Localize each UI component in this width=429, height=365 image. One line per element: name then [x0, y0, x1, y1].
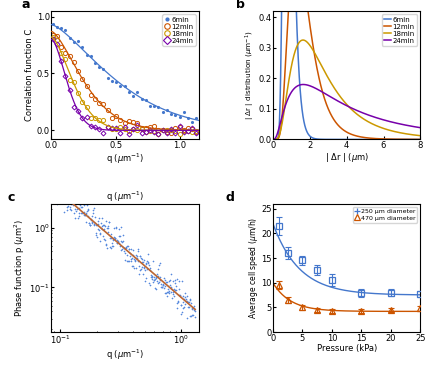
- 24min: [418, 126, 423, 130]
- Line: 470 μm diameter: 470 μm diameter: [276, 283, 423, 314]
- Legend: 6min, 12min, 18min, 24min: 6min, 12min, 18min, 24min: [381, 15, 417, 46]
- 250 μm diameter: [329, 278, 335, 283]
- 18min: [360, 116, 365, 120]
- 6min: [365, 137, 370, 142]
- 18min: [270, 137, 275, 142]
- X-axis label: q ($\mu$m$^{-1}$): q ($\mu$m$^{-1}$): [106, 151, 145, 166]
- Line: 18min: 18min: [273, 40, 420, 139]
- 18min: [300, 38, 305, 42]
- 24min: [356, 109, 361, 114]
- 24min: [365, 112, 370, 117]
- 250 μm diameter: [388, 291, 393, 295]
- Y-axis label: Phase function p ($\mu$m$^2$): Phase function p ($\mu$m$^2$): [12, 219, 27, 317]
- Title: q ($\mu$m$^{-1}$): q ($\mu$m$^{-1}$): [106, 189, 145, 204]
- 18min: [418, 134, 423, 138]
- 250 μm diameter: [285, 251, 290, 255]
- 6min: [398, 137, 403, 142]
- Line: 12min: 12min: [273, 0, 420, 139]
- Y-axis label: Correlation function C: Correlation function C: [25, 29, 34, 121]
- 250 μm diameter: [314, 268, 320, 273]
- 12min: [279, 116, 284, 120]
- 470 μm diameter: [329, 309, 335, 314]
- 6min: [382, 137, 387, 142]
- 12min: [270, 137, 275, 142]
- 250 μm diameter: [300, 258, 305, 263]
- 470 μm diameter: [276, 283, 281, 287]
- 6min: [360, 137, 365, 142]
- 12min: [360, 135, 365, 139]
- Line: 6min: 6min: [273, 0, 420, 139]
- 6min: [270, 137, 275, 142]
- 24min: [398, 122, 403, 126]
- 470 μm diameter: [285, 298, 290, 302]
- 12min: [356, 134, 361, 139]
- 12min: [365, 136, 370, 140]
- X-axis label: q ($\mu$m$^{-1}$): q ($\mu$m$^{-1}$): [106, 347, 145, 362]
- Text: b: b: [236, 0, 245, 11]
- 250 μm diameter: [359, 291, 364, 295]
- Text: d: d: [226, 191, 235, 204]
- X-axis label: | $\Delta$r | ($\mu$m): | $\Delta$r | ($\mu$m): [325, 151, 369, 164]
- 18min: [382, 127, 387, 131]
- 470 μm diameter: [359, 309, 364, 314]
- Legend: 250 μm diameter, 470 μm diameter: 250 μm diameter, 470 μm diameter: [353, 207, 417, 223]
- 18min: [398, 131, 403, 135]
- Y-axis label: | $\Delta$r | distribution ($\mu$m$^{-1}$): | $\Delta$r | distribution ($\mu$m$^{-1}…: [244, 30, 257, 120]
- 470 μm diameter: [388, 308, 393, 312]
- 18min: [356, 114, 361, 118]
- Y-axis label: Average cell speed ($\mu$m/h): Average cell speed ($\mu$m/h): [247, 217, 260, 319]
- Line: 24min: 24min: [273, 84, 420, 139]
- 6min: [418, 137, 423, 142]
- 24min: [270, 137, 275, 142]
- 470 μm diameter: [418, 306, 423, 311]
- 24min: [279, 115, 284, 119]
- 18min: [279, 122, 284, 126]
- 12min: [382, 137, 387, 141]
- 470 μm diameter: [314, 308, 320, 312]
- Line: 250 μm diameter: 250 μm diameter: [276, 223, 423, 296]
- 470 μm diameter: [300, 305, 305, 310]
- 12min: [398, 137, 403, 142]
- 24min: [382, 118, 387, 122]
- 18min: [365, 119, 370, 123]
- Text: a: a: [22, 0, 30, 11]
- 250 μm diameter: [418, 291, 423, 296]
- 12min: [418, 137, 423, 142]
- Text: c: c: [7, 191, 15, 204]
- 250 μm diameter: [276, 224, 281, 228]
- 24min: [301, 82, 306, 87]
- 6min: [356, 137, 361, 142]
- 24min: [360, 111, 365, 115]
- Legend: 6min, 12min, 18min, 24min: 6min, 12min, 18min, 24min: [162, 15, 196, 46]
- X-axis label: Pressure (kPa): Pressure (kPa): [317, 344, 377, 353]
